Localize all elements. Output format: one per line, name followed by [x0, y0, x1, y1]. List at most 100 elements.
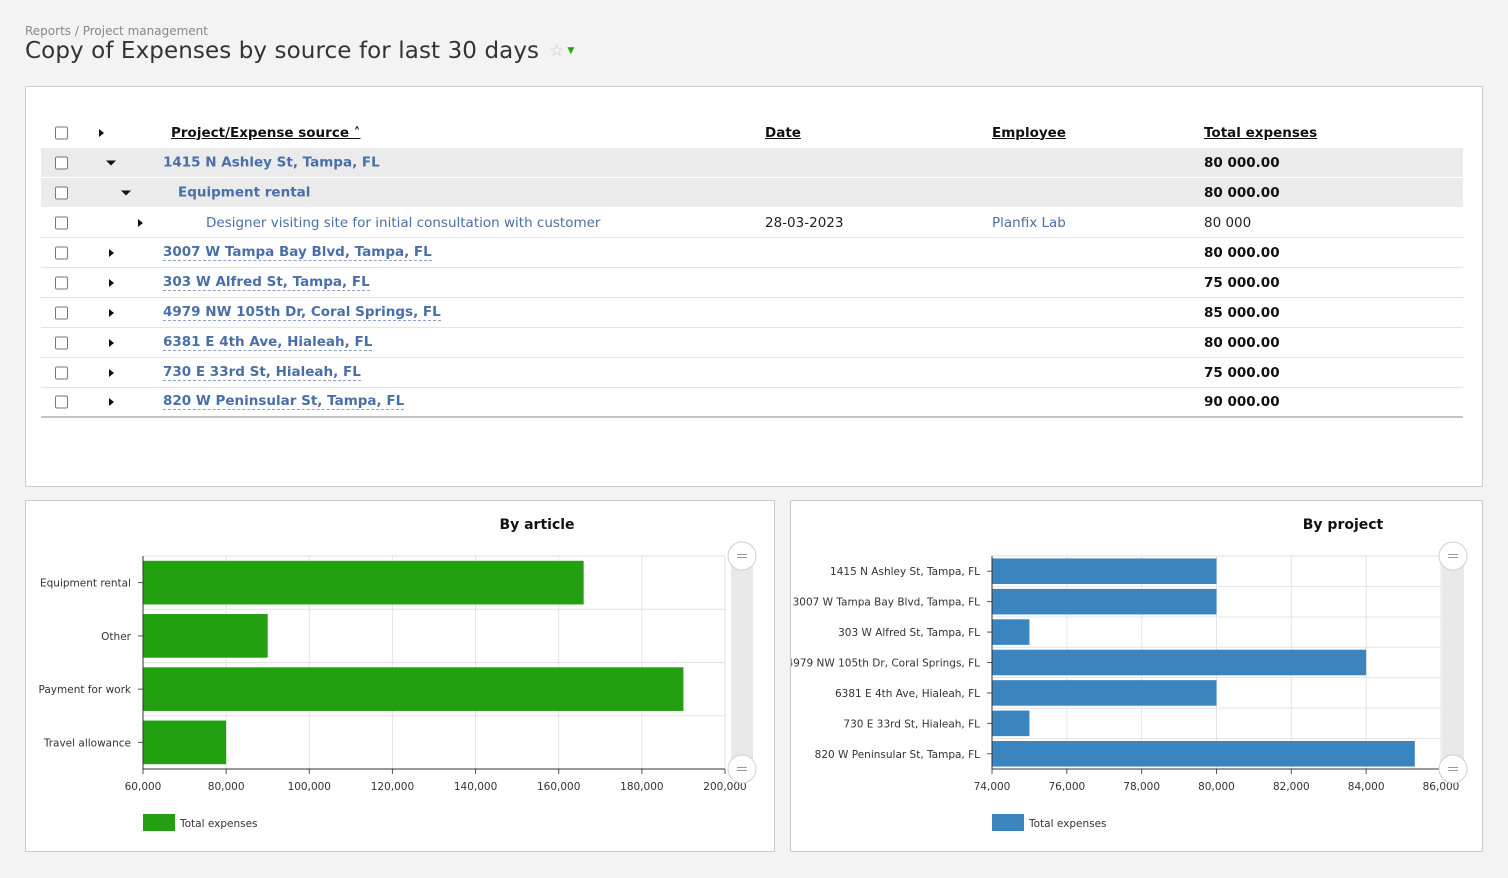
total-cell: 80 000.00: [1204, 244, 1280, 261]
project-link[interactable]: 820 W Peninsular St, Tampa, FL: [163, 393, 405, 410]
table-row[interactable]: Designer visiting site for initial consu…: [41, 208, 1463, 238]
expense-link[interactable]: Designer visiting site for initial consu…: [206, 214, 601, 231]
table-row[interactable]: 6381 E 4th Ave, Hialeah, FL 80 000.00: [41, 328, 1463, 358]
column-header-date[interactable]: Date: [765, 124, 801, 141]
project-link[interactable]: 4979 NW 105th Dr, Coral Springs, FL: [163, 303, 441, 321]
category-label: 730 E 33rd St, Hialeah, FL: [843, 718, 980, 730]
row-checkbox[interactable]: [55, 366, 68, 379]
bar[interactable]: [992, 680, 1217, 706]
bar[interactable]: [143, 667, 684, 711]
table-row[interactable]: 730 E 33rd St, Hialeah, FL 75 000.00: [41, 358, 1463, 388]
expand-icon[interactable]: [109, 278, 114, 287]
project-link[interactable]: 3007 W Tampa Bay Blvd, Tampa, FL: [163, 243, 432, 261]
legend-swatch[interactable]: [143, 814, 175, 831]
table-row[interactable]: 4979 NW 105th Dr, Coral Springs, FL 85 00…: [41, 298, 1463, 328]
star-icon[interactable]: ☆: [549, 41, 565, 61]
x-tick-label: 74,000: [974, 781, 1011, 793]
row-checkbox[interactable]: [55, 186, 68, 199]
bar[interactable]: [992, 649, 1367, 676]
bar[interactable]: [992, 558, 1217, 584]
employee-link[interactable]: Planfix Lab: [992, 214, 1066, 231]
table-row[interactable]: Equipment rental 80 000.00: [41, 178, 1463, 208]
column-header-total[interactable]: Total expenses: [1204, 124, 1318, 141]
row-checkbox[interactable]: [55, 216, 68, 229]
handle-circle[interactable]: [727, 754, 757, 784]
bar[interactable]: [992, 741, 1415, 767]
table-header: Project/Expense source ˄ Date Employee T…: [41, 117, 1463, 148]
total-cell: 90 000.00: [1204, 394, 1280, 410]
expand-icon[interactable]: [109, 308, 114, 317]
x-tick-label: 84,000: [1348, 781, 1385, 793]
legend-swatch[interactable]: [992, 814, 1024, 831]
category-label: 3007 W Tampa Bay Blvd, Tampa, FL: [793, 597, 981, 609]
category-label: Other: [101, 631, 131, 643]
handle-circle[interactable]: [1438, 754, 1468, 784]
total-cell: 80 000.00: [1204, 154, 1280, 171]
column-header-source[interactable]: Project/Expense source ˄: [171, 124, 361, 141]
expand-all-icon[interactable]: [99, 128, 104, 137]
legend-label[interactable]: Total expenses: [1028, 818, 1107, 830]
table-row[interactable]: 820 W Peninsular St, Tampa, FL 90 000.00: [41, 388, 1463, 418]
project-link[interactable]: 303 W Alfred St, Tampa, FL: [163, 273, 370, 291]
breadcrumb[interactable]: Reports / Project management: [25, 24, 208, 38]
table-row[interactable]: 303 W Alfred St, Tampa, FL 75 000.00: [41, 268, 1463, 298]
zoom-handle-top[interactable]: [727, 541, 757, 571]
bar[interactable]: [143, 720, 227, 765]
category-label: 303 W Alfred St, Tampa, FL: [838, 627, 980, 639]
x-tick-label: 100,000: [288, 781, 331, 793]
bar[interactable]: [992, 710, 1030, 737]
project-link[interactable]: Equipment rental: [178, 184, 311, 200]
x-tick-label: 180,000: [620, 781, 663, 793]
row-checkbox[interactable]: [55, 336, 68, 349]
expand-icon[interactable]: [109, 398, 114, 406]
bar[interactable]: [143, 614, 268, 658]
category-label: Equipment rental: [40, 578, 131, 590]
x-tick-label: 76,000: [1048, 781, 1085, 793]
bar[interactable]: [992, 619, 1030, 645]
x-tick-label: 82,000: [1273, 781, 1310, 793]
handle-circle[interactable]: [1438, 541, 1468, 571]
report-table-panel: Project/Expense source ˄ Date Employee T…: [25, 86, 1483, 487]
row-checkbox[interactable]: [55, 276, 68, 289]
expand-icon[interactable]: [109, 248, 114, 257]
handle-circle[interactable]: [727, 541, 757, 571]
collapse-icon[interactable]: [106, 160, 116, 165]
project-link[interactable]: 6381 E 4th Ave, Hialeah, FL: [163, 333, 373, 351]
zoom-handle-bottom[interactable]: [727, 754, 757, 784]
category-label: 6381 E 4th Ave, Hialeah, FL: [835, 688, 980, 700]
expand-icon[interactable]: [109, 338, 114, 347]
expand-icon[interactable]: [109, 368, 114, 377]
legend-label[interactable]: Total expenses: [179, 818, 258, 830]
total-cell: 85 000.00: [1204, 304, 1280, 321]
select-all-checkbox[interactable]: [55, 126, 68, 139]
zoom-slider-track[interactable]: [731, 556, 753, 769]
chart-by-project: By project 74,000 76,000 78,000 80,000 82,000…: [791, 517, 1468, 831]
row-checkbox[interactable]: [55, 156, 68, 169]
x-tick-label: 80,000: [1198, 781, 1235, 793]
zoom-handle-top[interactable]: [1438, 541, 1468, 571]
zoom-handle-bottom[interactable]: [1438, 754, 1468, 784]
bar[interactable]: [143, 560, 584, 605]
title-row: Copy of Expenses by source for last 30 d…: [25, 38, 574, 64]
row-checkbox[interactable]: [55, 306, 68, 319]
x-tick-label: 160,000: [537, 781, 580, 793]
x-tick-label: 78,000: [1123, 781, 1160, 793]
expand-icon[interactable]: [138, 218, 143, 227]
chevron-down-icon[interactable]: ▼: [567, 46, 575, 56]
row-checkbox[interactable]: [55, 395, 68, 409]
category-label: 4979 NW 105th Dr, Coral Springs, FL: [791, 658, 980, 670]
collapse-icon[interactable]: [121, 190, 131, 195]
chart-title: By project: [1303, 517, 1384, 533]
column-header-employee[interactable]: Employee: [992, 124, 1066, 141]
report-table: Project/Expense source ˄ Date Employee T…: [41, 117, 1463, 418]
project-link[interactable]: 730 E 33rd St, Hialeah, FL: [163, 363, 361, 381]
table-row[interactable]: 1415 N Ashley St, Tampa, FL 80 000.00: [41, 148, 1463, 178]
total-cell: 80 000.00: [1204, 334, 1280, 351]
row-checkbox[interactable]: [55, 246, 68, 259]
chart-title: By article: [499, 517, 574, 533]
x-tick-label: 120,000: [371, 781, 414, 793]
project-link[interactable]: 1415 N Ashley St, Tampa, FL: [163, 154, 380, 170]
table-row[interactable]: 3007 W Tampa Bay Blvd, Tampa, FL 80 000.0…: [41, 238, 1463, 268]
bar[interactable]: [992, 588, 1217, 615]
zoom-slider-track[interactable]: [1442, 556, 1464, 769]
